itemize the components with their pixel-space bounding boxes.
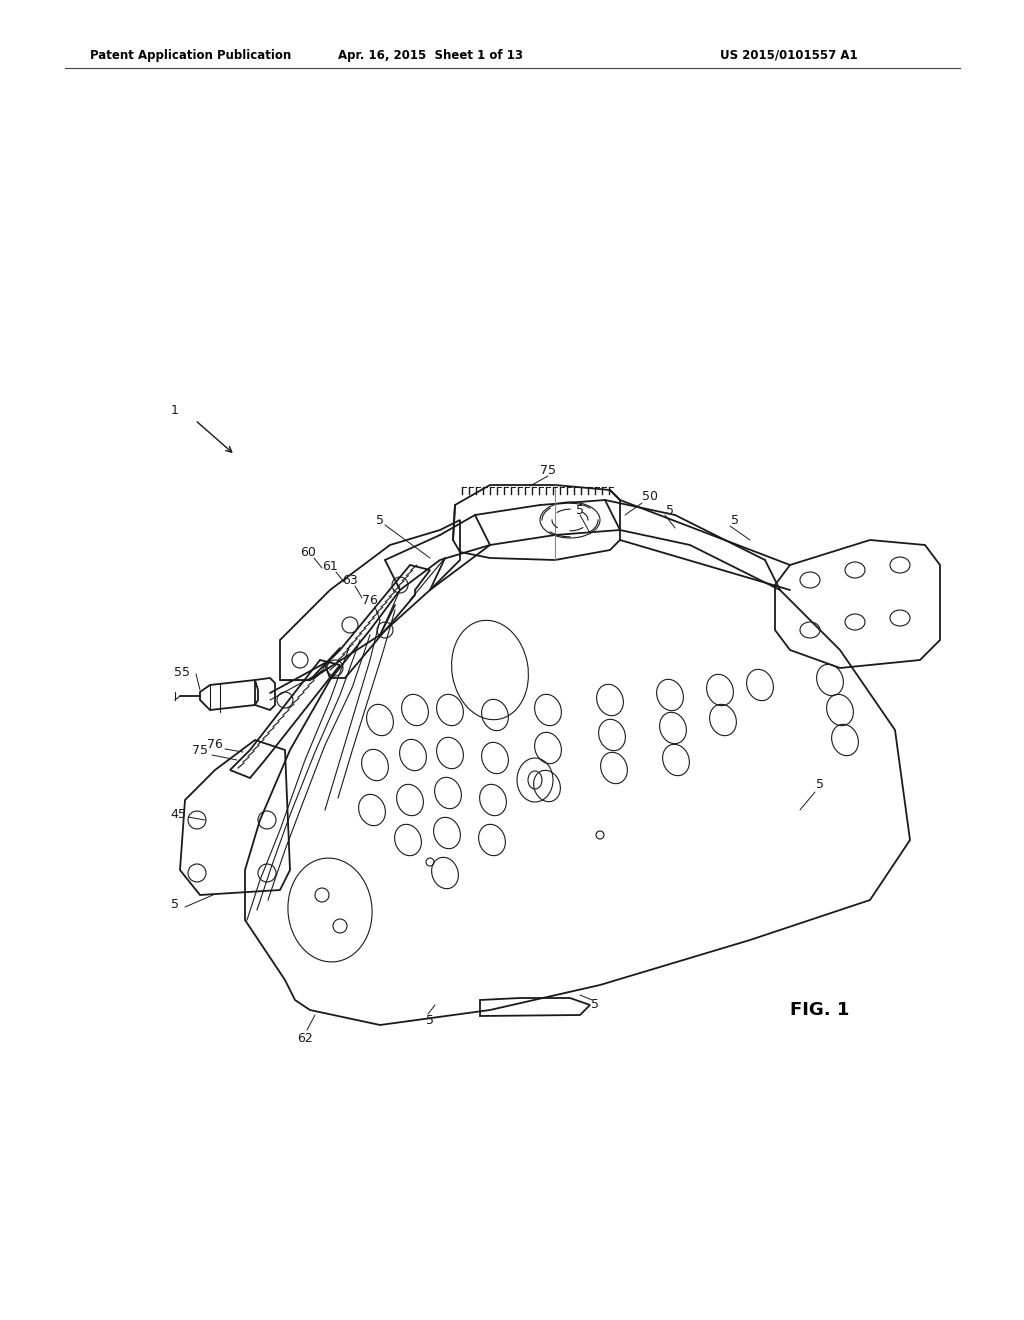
Text: 5: 5 xyxy=(666,503,674,516)
Text: FIG. 1: FIG. 1 xyxy=(791,1001,850,1019)
Text: 45: 45 xyxy=(170,808,186,821)
Text: US 2015/0101557 A1: US 2015/0101557 A1 xyxy=(720,49,858,62)
Text: 60: 60 xyxy=(300,546,316,560)
Text: 62: 62 xyxy=(297,1031,313,1044)
Text: 5: 5 xyxy=(171,899,179,912)
Text: 61: 61 xyxy=(323,561,338,573)
Text: 76: 76 xyxy=(362,594,378,606)
Text: 50: 50 xyxy=(642,491,658,503)
Text: 5: 5 xyxy=(426,1014,434,1027)
Text: 1: 1 xyxy=(171,404,179,417)
Text: Apr. 16, 2015  Sheet 1 of 13: Apr. 16, 2015 Sheet 1 of 13 xyxy=(338,49,522,62)
Text: 5: 5 xyxy=(731,513,739,527)
Text: 75: 75 xyxy=(193,743,208,756)
Text: 5: 5 xyxy=(816,779,824,792)
Text: Patent Application Publication: Patent Application Publication xyxy=(90,49,291,62)
Text: 55: 55 xyxy=(174,665,190,678)
Text: 63: 63 xyxy=(342,573,357,586)
Text: 5: 5 xyxy=(376,513,384,527)
Text: 5: 5 xyxy=(591,998,599,1011)
Text: 75: 75 xyxy=(540,463,556,477)
Text: 76: 76 xyxy=(207,738,223,751)
Text: 5: 5 xyxy=(575,503,584,516)
